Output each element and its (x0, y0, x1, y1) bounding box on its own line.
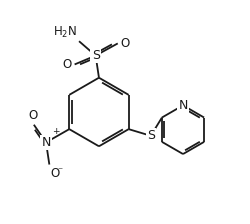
Text: N: N (41, 136, 50, 149)
Text: N: N (178, 99, 187, 112)
Text: S: S (146, 129, 154, 142)
Text: O: O (28, 109, 37, 122)
Text: H$_2$N: H$_2$N (53, 25, 77, 40)
Text: ⁻: ⁻ (58, 166, 63, 176)
Text: +: + (52, 127, 60, 136)
Text: O: O (62, 58, 72, 71)
Text: S: S (91, 49, 99, 62)
Text: O: O (120, 37, 129, 50)
Text: O: O (50, 167, 59, 180)
